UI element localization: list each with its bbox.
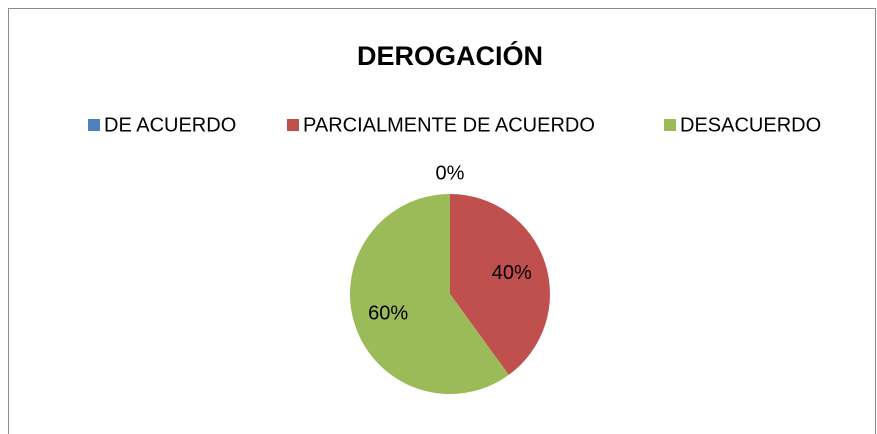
legend-label: PARCIALMENTE DE ACUERDO <box>303 114 595 136</box>
pie-slice <box>350 194 509 394</box>
legend-label: DESACUERDO <box>680 114 821 136</box>
data-label: 40% <box>492 262 532 284</box>
data-label: 60% <box>368 302 408 324</box>
chart-title: DEROGACIÓN <box>357 40 543 71</box>
legend-swatch <box>88 119 100 131</box>
legend-label: DE ACUERDO <box>104 114 236 136</box>
data-label: 0% <box>436 162 465 184</box>
legend-swatch <box>664 119 676 131</box>
legend-swatch <box>287 119 299 131</box>
pie-slice <box>450 194 550 375</box>
